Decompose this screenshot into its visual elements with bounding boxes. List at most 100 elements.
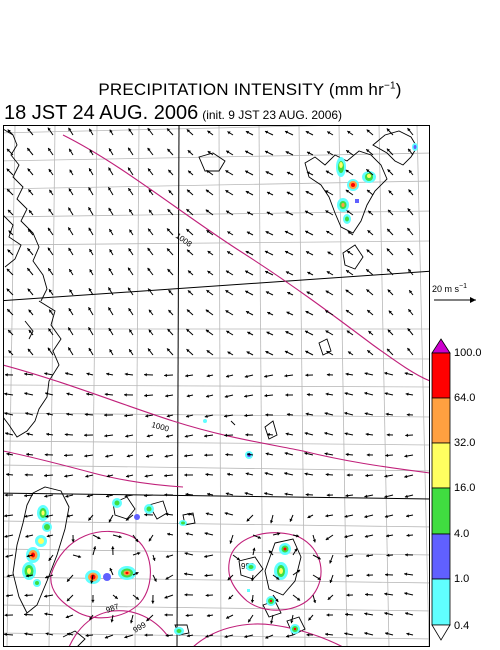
wind-vector-head <box>346 150 350 154</box>
wind-vector-head <box>168 190 172 194</box>
wind-vector-head <box>126 454 130 458</box>
wind-vector-head <box>108 307 112 311</box>
wind-vector-head <box>345 310 350 313</box>
wind-vector-head <box>386 534 389 538</box>
map-frame <box>3 125 430 647</box>
wind-vector-head <box>245 270 249 274</box>
wind-vector-head <box>364 612 368 616</box>
wind-vector-head <box>245 131 250 134</box>
wind-vector-head <box>187 290 191 294</box>
wind-vector-head <box>367 350 371 354</box>
title-exponent: −1 <box>383 80 396 92</box>
wind-vector-head <box>366 149 370 153</box>
wind-vector-head <box>88 187 92 191</box>
wind-vector-head <box>187 512 190 516</box>
wind-vector-head <box>296 569 301 573</box>
wind-vector-head <box>265 635 269 639</box>
wind-vector-head <box>28 229 32 233</box>
wind-vector-head <box>46 412 50 416</box>
wind-vector-head <box>284 350 289 354</box>
wind-vector-head <box>144 373 147 377</box>
wind-vector-head <box>246 231 251 235</box>
wind-vector-head <box>105 454 109 458</box>
wind-vector-head <box>407 128 411 132</box>
wind-vector-head <box>167 128 170 132</box>
wind-vector-head <box>324 412 328 416</box>
wind-vector-head <box>147 247 151 252</box>
wind-vector-head <box>148 309 152 313</box>
wind-vector-head <box>384 371 388 376</box>
wind-vector-head <box>49 309 53 313</box>
wind-vector-head <box>317 576 321 580</box>
wind-vector-head <box>248 619 252 623</box>
wind-vector-head <box>184 552 188 556</box>
wind-vector-head <box>46 432 50 436</box>
wind-vector-head <box>244 634 248 639</box>
wind-vector-head <box>404 494 408 498</box>
wind-vector-head <box>8 350 12 354</box>
title-text: PRECIPITATION INTENSITY (mm hr <box>98 80 384 99</box>
wind-vector-head <box>364 372 368 376</box>
wind-vector-head <box>89 168 92 172</box>
wind-vector-head <box>48 208 52 212</box>
wind-vector-head <box>387 289 391 293</box>
wind-vector-head <box>313 600 317 603</box>
legend-swatch-1-4 <box>431 533 451 580</box>
wind-vector-head <box>405 612 409 616</box>
wind-vector-head <box>405 433 409 437</box>
wind-vector-head <box>247 452 250 457</box>
wind-vector-head <box>7 189 11 193</box>
wind-vector-head <box>88 348 92 352</box>
wind-vector-head <box>29 210 32 214</box>
wind-vector-head <box>408 269 412 273</box>
wind-vector-head <box>226 330 230 334</box>
wind-vector-head <box>125 434 129 438</box>
wind-vector-head <box>104 434 108 438</box>
wind-vector-head <box>78 554 82 559</box>
wind-vector-head <box>407 208 411 212</box>
wind-vector-head <box>68 247 72 252</box>
wind-vector-head <box>27 148 31 152</box>
wind-vector-head <box>206 350 210 354</box>
wind-vector-head <box>186 634 190 638</box>
wind-vector-head <box>226 615 230 619</box>
wind-vector-head <box>306 171 310 175</box>
wind-vector-head <box>168 309 172 313</box>
wind-vector-head <box>64 474 68 478</box>
wind-vector-head <box>24 514 28 518</box>
wind-vector-head <box>305 350 309 354</box>
precip-cell-kyushu <box>336 143 418 224</box>
wind-vector-head <box>144 393 148 398</box>
wind-vector-head <box>305 310 309 314</box>
wind-vector-head <box>207 492 210 496</box>
wind-vector-head <box>206 170 210 174</box>
wind-vector-head <box>327 596 331 600</box>
wind-vector-head <box>49 289 52 293</box>
wind-vector-head <box>327 151 331 155</box>
wind-vector-head <box>327 131 331 135</box>
wind-vector-head <box>204 434 207 438</box>
wind-vector-head <box>227 231 231 235</box>
wind-vector-head <box>226 374 230 378</box>
wind-vector-head <box>6 574 10 578</box>
wind-vector-head <box>186 129 190 133</box>
wind-vector-head <box>84 454 88 458</box>
valid-time-line: 18 JST 24 AUG. 2006 (init. 9 JST 23 AUG. … <box>4 102 342 125</box>
wind-vector-head <box>284 471 288 476</box>
wind-vector-head <box>265 270 269 274</box>
wind-vector-head <box>86 494 90 498</box>
wind-vector-head <box>404 454 408 458</box>
wind-vector-head <box>47 247 51 251</box>
wind-vector-head <box>205 512 209 516</box>
wind-vector-head <box>205 309 209 313</box>
wind-vector-head <box>108 167 112 171</box>
wind-vector-head <box>6 452 10 456</box>
wind-vector-head <box>346 473 350 477</box>
wind-vector-head <box>128 128 132 132</box>
wind-vector-head <box>276 576 280 580</box>
wind-vector-head <box>325 632 328 636</box>
wind-vector-head <box>165 394 169 398</box>
wind-vector-head <box>88 207 92 211</box>
wind-vector-head <box>286 311 290 315</box>
wind-vector-head <box>109 249 113 253</box>
